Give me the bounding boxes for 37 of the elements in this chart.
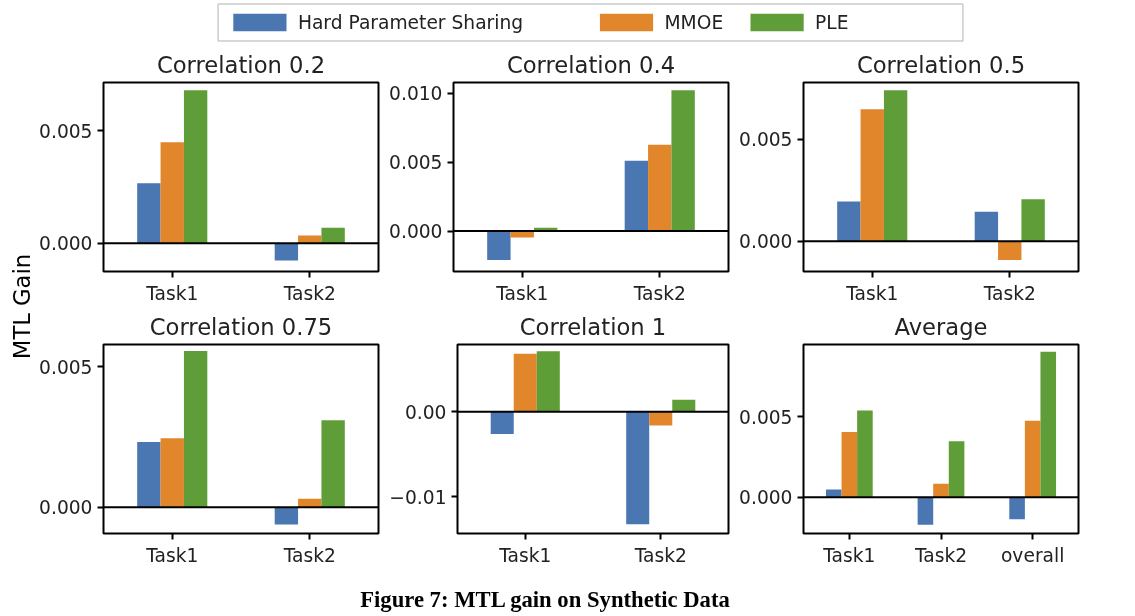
y-tick-label: 0.005: [739, 406, 793, 428]
y-tick-label: 0.005: [39, 356, 93, 378]
legend-label: Hard Parameter Sharing: [297, 12, 524, 33]
chart-title: Correlation 1: [519, 313, 667, 340]
chart-title: Correlation 0.2: [156, 51, 326, 78]
y-tick-label: 0.005: [39, 120, 93, 142]
y-tick-label: 0.000: [39, 233, 93, 255]
x-tick-label: Task1: [145, 282, 199, 304]
x-tick-label: Task2: [282, 544, 336, 566]
chart-title: Correlation 0.5: [856, 51, 1026, 78]
x-tick-label: Task2: [282, 282, 336, 304]
y-tick-label: 0.000: [39, 497, 93, 519]
x-tick-label: Task1: [845, 282, 899, 304]
x-tick-label: Task1: [495, 282, 549, 304]
y-tick-label: 0.000: [739, 231, 793, 253]
chart-title: Correlation 0.75: [149, 313, 333, 340]
caption: Figure 7: MTL gain on Synthetic Data: [360, 586, 730, 614]
x-tick-label: overall: [1000, 544, 1065, 566]
legend-label: PLE: [815, 12, 849, 33]
x-tick-label: Task2: [982, 282, 1036, 304]
x-tick-label: Task2: [633, 544, 687, 566]
x-tick-label: Task2: [913, 544, 968, 566]
x-tick-label: Task1: [145, 544, 199, 566]
y-tick-label: −0.01: [389, 486, 447, 508]
x-tick-label: Task1: [822, 544, 876, 566]
y-tick-label: 0.005: [739, 129, 793, 151]
y-tick-label: 0.000: [389, 221, 443, 243]
x-tick-label: Task1: [498, 544, 552, 566]
y-tick-label: 0.00: [404, 401, 447, 423]
y-axis-title: MTL Gain: [9, 253, 36, 360]
chart-title: Correlation 0.4: [506, 51, 676, 78]
chart-title: Average: [894, 313, 988, 340]
legend-label: MMOE: [664, 12, 724, 33]
y-tick-label: 0.010: [389, 83, 443, 105]
x-tick-label: Task2: [632, 282, 686, 304]
y-tick-label: 0.000: [739, 487, 793, 509]
y-tick-label: 0.005: [389, 152, 443, 174]
